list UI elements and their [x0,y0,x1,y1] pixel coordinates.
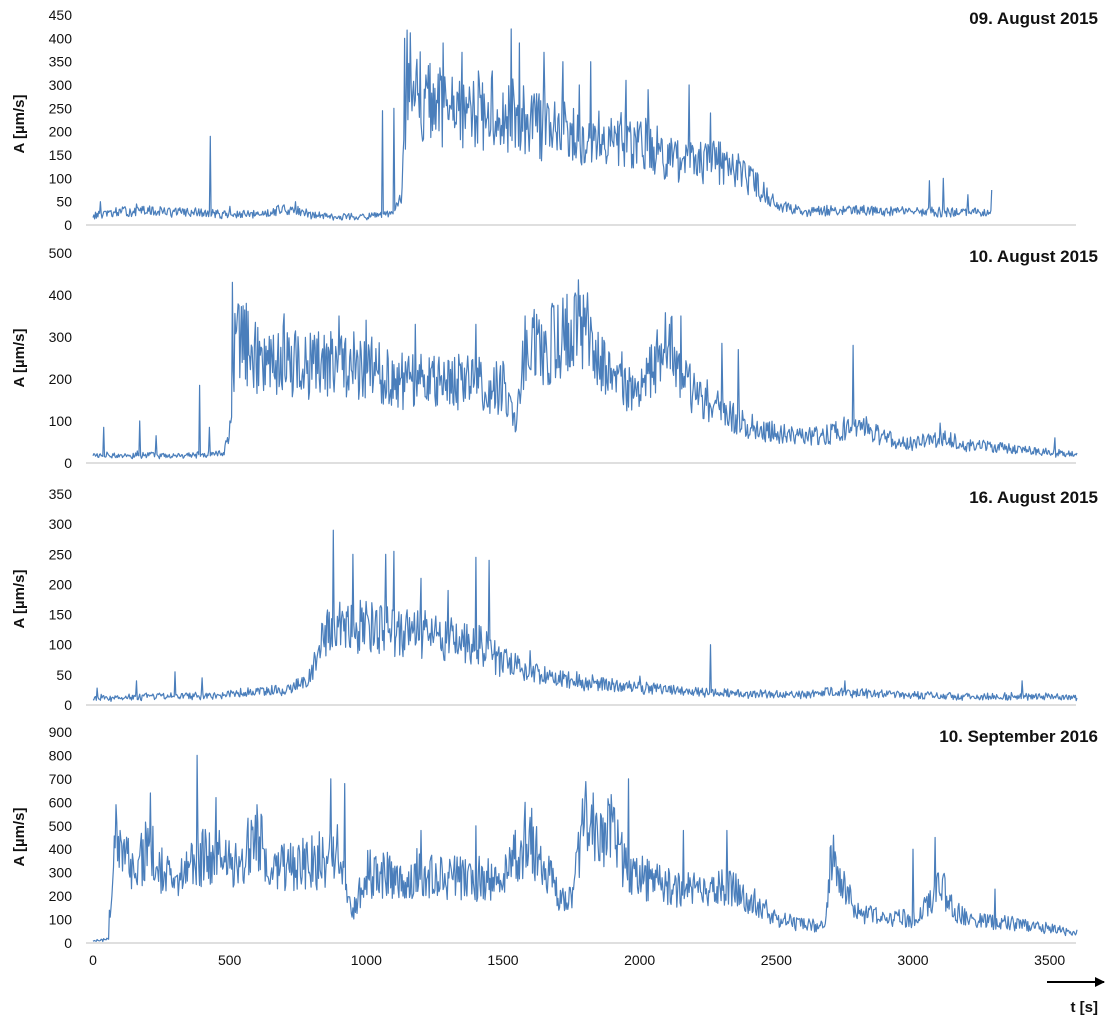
panel-title: 16. August 2015 [969,488,1098,507]
y-tick-label: 0 [64,935,72,951]
y-tick-label: 150 [49,147,73,163]
y-tick-label: 0 [64,455,72,471]
series-line [92,754,1078,943]
y-axis-label: A [µm/s] [11,329,28,388]
y-tick-label: 400 [49,841,73,857]
y-tick-label: 450 [49,7,73,23]
series-line [92,28,993,221]
panel-title: 10. August 2015 [969,247,1098,266]
y-tick-label: 300 [49,865,73,881]
x-tick-label: 3000 [897,952,928,968]
y-tick-label: 600 [49,794,73,810]
y-tick-label: 300 [49,516,73,532]
y-tick-label: 800 [49,747,73,763]
panel-3: 16. August 2015 A [µm/s] 0 50 100 150 200 250… [11,486,1098,713]
y-tick-label: 0 [64,697,72,713]
y-tick-label: 0 [64,217,72,233]
y-tick-label: 400 [49,287,73,303]
y-tick-label: 50 [56,667,72,683]
y-tick-label: 50 [56,194,72,210]
panel-title: 10. September 2016 [939,727,1098,746]
panel-4: 10. September 2016 A [µm/s] 0 100 200 300 40… [11,724,1098,968]
y-axis-label: A [µm/s] [11,570,28,629]
y-tick-label: 200 [49,371,73,387]
panel-1: 09. August 2015 A [µm/s] 0 50 100 150 200 250… [11,7,1098,233]
series-line [92,529,1078,702]
y-tick-label: 300 [49,77,73,93]
x-tick-label: 1500 [487,952,518,968]
y-tick-label: 100 [49,413,73,429]
y-tick-label: 250 [49,546,73,562]
y-axis: 0 50 100 150 200 250 300 350 [49,486,73,713]
y-axis: 0 50 100 150 200 250 300 350 400 450 [49,7,73,233]
panel-2: 10. August 2015 A [µm/s] 0 100 200 300 400 50… [11,245,1098,471]
x-axis: 0 500 1000 1500 2000 2500 3000 3500 [89,952,1065,968]
y-tick-label: 500 [49,245,73,261]
y-tick-label: 150 [49,607,73,623]
series-line [92,279,1078,460]
x-axis-label: t [s] [1071,999,1099,1016]
y-tick-label: 200 [49,124,73,140]
x-tick-label: 2500 [761,952,792,968]
y-tick-label: 350 [49,54,73,70]
y-tick-label: 900 [49,724,73,740]
y-tick-label: 100 [49,637,73,653]
y-tick-label: 250 [49,100,73,116]
y-axis-label: A [µm/s] [11,95,28,154]
y-tick-label: 350 [49,486,73,502]
y-tick-label: 500 [49,818,73,834]
y-tick-label: 200 [49,576,73,592]
panel-title: 09. August 2015 [969,9,1098,28]
x-tick-label: 1000 [351,952,382,968]
y-tick-label: 300 [49,329,73,345]
x-tick-label: 2000 [624,952,655,968]
y-tick-label: 100 [49,912,73,928]
y-tick-label: 200 [49,888,73,904]
y-axis-label: A [µm/s] [11,808,28,867]
y-tick-label: 100 [49,170,73,186]
x-tick-label: 500 [218,952,242,968]
y-axis: 0 100 200 300 400 500 600 700 800 900 [49,724,73,951]
y-tick-label: 400 [49,30,73,46]
y-axis: 0 100 200 300 400 500 [49,245,73,471]
x-tick-label: 0 [89,952,97,968]
y-tick-label: 700 [49,771,73,787]
x-tick-label: 3500 [1034,952,1065,968]
